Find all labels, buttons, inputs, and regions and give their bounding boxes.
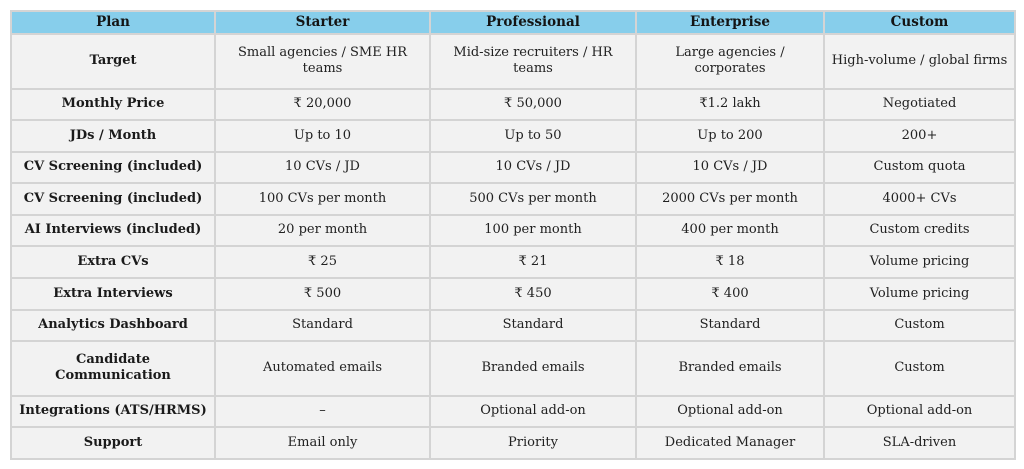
cell-starter-analytics-dashboard: Standard bbox=[214, 308, 431, 343]
table-row-support: Support Email only Priority Dedicated Manag… bbox=[10, 426, 1016, 460]
cell-enterprise-ai-interviews-included: 400 per month bbox=[635, 213, 825, 248]
cell-starter-integrations-ats-hrms: – bbox=[214, 394, 431, 429]
cell-custom-monthly-price: Negotiated bbox=[823, 87, 1016, 122]
table-row-monthly-price: Monthly Price ₹ 20,000 ₹ 50,000 ₹1.2 lakh Ne… bbox=[10, 87, 1016, 122]
cell-starter-target: Small agencies / SME HR teams bbox=[214, 32, 431, 90]
cell-professional-monthly-price: ₹ 50,000 bbox=[429, 87, 637, 122]
cell-starter-ai-interviews-included: 20 per month bbox=[214, 213, 431, 248]
cell-professional-analytics-dashboard: Standard bbox=[429, 308, 637, 343]
table-row-analytics-dashboard: Analytics Dashboard Standard Standard Stand… bbox=[10, 308, 1016, 343]
cell-starter-extra-cvs: ₹ 25 bbox=[214, 245, 431, 279]
cell-starter-extra-interviews: ₹ 500 bbox=[214, 276, 431, 311]
column-header-starter: Starter bbox=[214, 10, 431, 35]
cell-custom-jds-month: 200+ bbox=[823, 119, 1016, 153]
cell-enterprise-support: Dedicated Manager bbox=[635, 426, 825, 460]
cell-custom-target: High-volume / global firms bbox=[823, 32, 1016, 90]
cell-professional-candidate-communication: Branded emails bbox=[429, 340, 637, 397]
cell-starter-cv-screening-included: 100 CVs per month bbox=[214, 182, 431, 216]
row-label: CV Screening (included) bbox=[10, 182, 216, 216]
cell-enterprise-jds-month: Up to 200 bbox=[635, 119, 825, 153]
cell-custom-cv-screening-included: 4000+ CVs bbox=[823, 182, 1016, 216]
table-row-extra-cvs: Extra CVs ₹ 25 ₹ 21 ₹ 18 Volume pricing bbox=[10, 245, 1016, 279]
table-row-ai-interviews-included: AI Interviews (included) 20 per month 100 … bbox=[10, 213, 1016, 248]
table-row-cv-screening-included: CV Screening (included) 10 CVs / JD 10 CVs… bbox=[10, 150, 1016, 185]
cell-professional-cv-screening-included: 500 CVs per month bbox=[429, 182, 637, 216]
row-label: AI Interviews (included) bbox=[10, 213, 216, 248]
table-header-row: Plan Starter Professional Enterprise Custom bbox=[10, 10, 1016, 35]
row-label: CV Screening (included) bbox=[10, 150, 216, 185]
cell-professional-target: Mid-size recruiters / HR teams bbox=[429, 32, 637, 90]
cell-enterprise-candidate-communication: Branded emails bbox=[635, 340, 825, 397]
cell-enterprise-analytics-dashboard: Standard bbox=[635, 308, 825, 343]
table-row-jds-month: JDs / Month Up to 10 Up to 50 Up to 200 200+ bbox=[10, 119, 1016, 153]
row-label: Extra Interviews bbox=[10, 276, 216, 311]
cell-custom-support: SLA-driven bbox=[823, 426, 1016, 460]
cell-starter-jds-month: Up to 10 bbox=[214, 119, 431, 153]
pricing-table: Plan Starter Professional Enterprise Custom … bbox=[10, 10, 1016, 460]
cell-professional-extra-interviews: ₹ 450 bbox=[429, 276, 637, 311]
column-header-custom: Custom bbox=[823, 10, 1016, 35]
row-label: Candidate Communication bbox=[10, 340, 216, 397]
row-label: Analytics Dashboard bbox=[10, 308, 216, 343]
table-row-candidate-communication: Candidate Communication Automated emails B… bbox=[10, 340, 1016, 397]
cell-custom-candidate-communication: Custom bbox=[823, 340, 1016, 397]
cell-professional-jds-month: Up to 50 bbox=[429, 119, 637, 153]
cell-professional-integrations-ats-hrms: Optional add-on bbox=[429, 394, 637, 429]
cell-custom-analytics-dashboard: Custom bbox=[823, 308, 1016, 343]
row-label: Extra CVs bbox=[10, 245, 216, 279]
cell-custom-ai-interviews-included: Custom credits bbox=[823, 213, 1016, 248]
cell-enterprise-extra-cvs: ₹ 18 bbox=[635, 245, 825, 279]
cell-enterprise-cv-screening-included: 10 CVs / JD bbox=[635, 150, 825, 185]
table-row-cv-screening-included: CV Screening (included) 100 CVs per month… bbox=[10, 182, 1016, 216]
cell-custom-cv-screening-included: Custom quota bbox=[823, 150, 1016, 185]
cell-custom-extra-cvs: Volume pricing bbox=[823, 245, 1016, 279]
row-label: Support bbox=[10, 426, 216, 460]
cell-professional-support: Priority bbox=[429, 426, 637, 460]
row-label: Monthly Price bbox=[10, 87, 216, 122]
cell-enterprise-extra-interviews: ₹ 400 bbox=[635, 276, 825, 311]
column-header-enterprise: Enterprise bbox=[635, 10, 825, 35]
header-row: Plan Starter Professional Enterprise Custom bbox=[10, 10, 1016, 35]
cell-enterprise-integrations-ats-hrms: Optional add-on bbox=[635, 394, 825, 429]
cell-professional-extra-cvs: ₹ 21 bbox=[429, 245, 637, 279]
cell-custom-extra-interviews: Volume pricing bbox=[823, 276, 1016, 311]
row-label: Integrations (ATS/HRMS) bbox=[10, 394, 216, 429]
cell-enterprise-monthly-price: ₹1.2 lakh bbox=[635, 87, 825, 122]
cell-enterprise-target: Large agencies / corporates bbox=[635, 32, 825, 90]
cell-starter-candidate-communication: Automated emails bbox=[214, 340, 431, 397]
cell-starter-support: Email only bbox=[214, 426, 431, 460]
cell-professional-cv-screening-included: 10 CVs / JD bbox=[429, 150, 637, 185]
table-body: Target Small agencies / SME HR teams Mid-s… bbox=[10, 32, 1016, 460]
cell-custom-integrations-ats-hrms: Optional add-on bbox=[823, 394, 1016, 429]
row-label: Target bbox=[10, 32, 216, 90]
row-label: JDs / Month bbox=[10, 119, 216, 153]
cell-enterprise-cv-screening-included: 2000 CVs per month bbox=[635, 182, 825, 216]
table-row-extra-interviews: Extra Interviews ₹ 500 ₹ 450 ₹ 400 Volume pr… bbox=[10, 276, 1016, 311]
cell-starter-cv-screening-included: 10 CVs / JD bbox=[214, 150, 431, 185]
cell-starter-monthly-price: ₹ 20,000 bbox=[214, 87, 431, 122]
column-header-professional: Professional bbox=[429, 10, 637, 35]
table-row-target: Target Small agencies / SME HR teams Mid-s… bbox=[10, 32, 1016, 90]
table-row-integrations-ats-hrms: Integrations (ATS/HRMS) – Optional add-on O… bbox=[10, 394, 1016, 429]
cell-professional-ai-interviews-included: 100 per month bbox=[429, 213, 637, 248]
column-header-plan: Plan bbox=[10, 10, 216, 35]
